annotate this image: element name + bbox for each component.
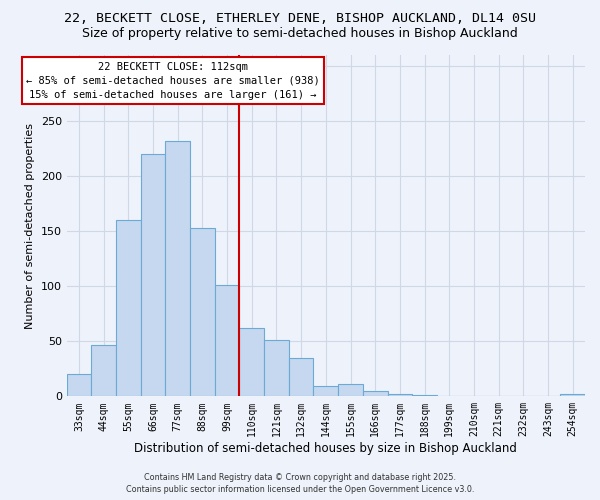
Y-axis label: Number of semi-detached properties: Number of semi-detached properties: [25, 122, 35, 328]
Bar: [313, 386, 338, 396]
Bar: [388, 394, 412, 396]
Bar: [91, 344, 116, 397]
Bar: [289, 358, 313, 397]
Bar: [67, 374, 91, 396]
Text: Size of property relative to semi-detached houses in Bishop Auckland: Size of property relative to semi-detach…: [82, 28, 518, 40]
X-axis label: Distribution of semi-detached houses by size in Bishop Auckland: Distribution of semi-detached houses by …: [134, 442, 517, 455]
Text: Contains HM Land Registry data © Crown copyright and database right 2025.
Contai: Contains HM Land Registry data © Crown c…: [126, 473, 474, 494]
Bar: [190, 228, 215, 396]
Bar: [412, 395, 437, 396]
Bar: [166, 141, 190, 397]
Bar: [116, 220, 141, 396]
Text: 22 BECKETT CLOSE: 112sqm
← 85% of semi-detached houses are smaller (938)
15% of : 22 BECKETT CLOSE: 112sqm ← 85% of semi-d…: [26, 62, 320, 100]
Text: 22, BECKETT CLOSE, ETHERLEY DENE, BISHOP AUCKLAND, DL14 0SU: 22, BECKETT CLOSE, ETHERLEY DENE, BISHOP…: [64, 12, 536, 26]
Bar: [264, 340, 289, 396]
Bar: [560, 394, 585, 396]
Bar: [215, 285, 239, 397]
Bar: [141, 154, 166, 396]
Bar: [338, 384, 363, 396]
Bar: [239, 328, 264, 396]
Bar: [363, 391, 388, 396]
